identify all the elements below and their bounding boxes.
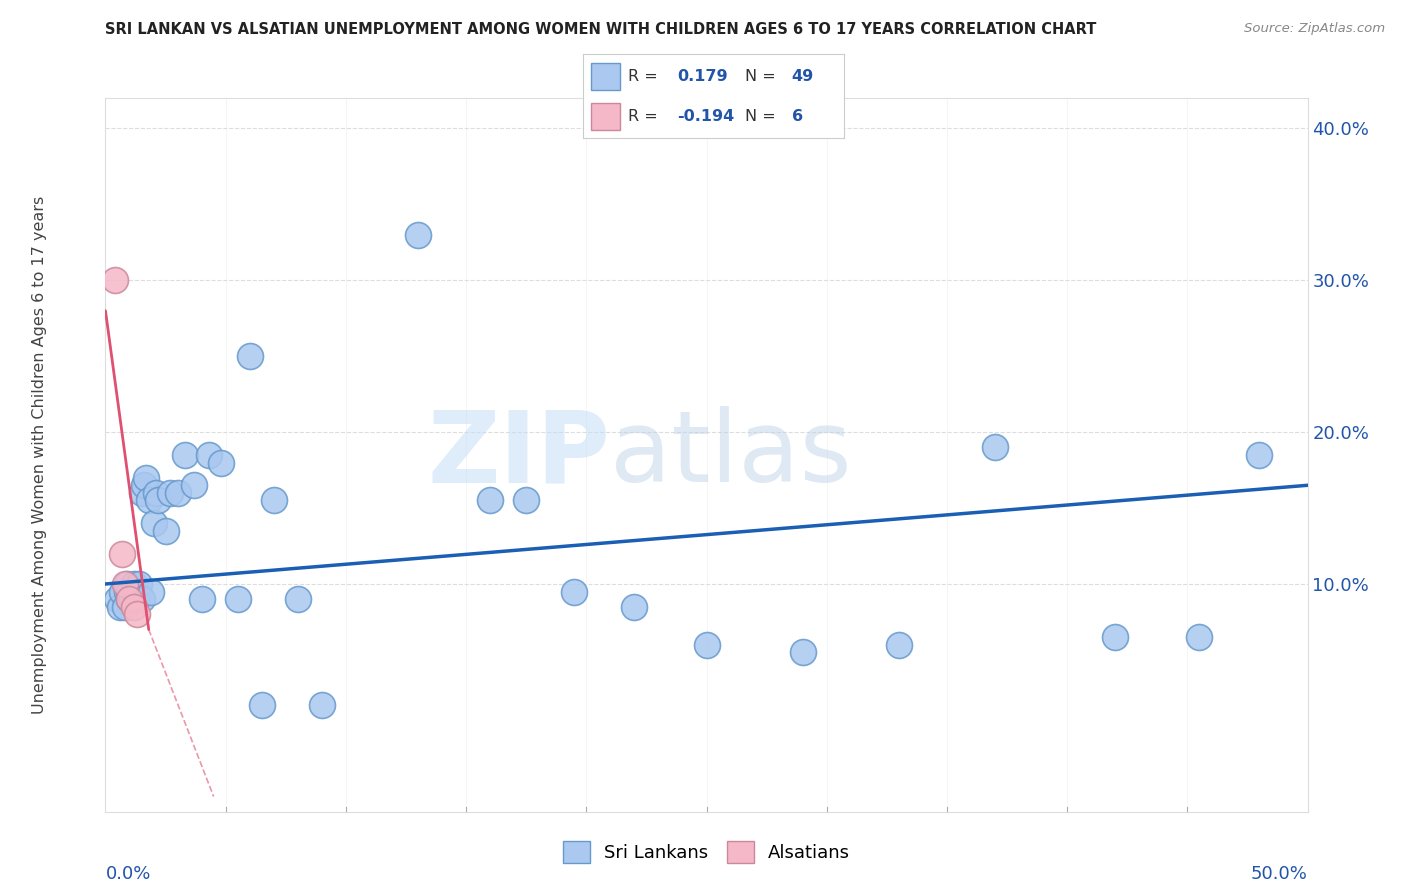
- Point: [107, 592, 129, 607]
- Point: [623, 599, 645, 614]
- Point: [124, 599, 146, 614]
- Text: 6: 6: [792, 109, 803, 124]
- Text: N =: N =: [745, 69, 776, 84]
- Point: [190, 592, 212, 607]
- Point: [125, 592, 148, 607]
- Text: N =: N =: [745, 109, 776, 124]
- Point: [198, 448, 221, 462]
- Text: R =: R =: [627, 69, 658, 84]
- Text: atlas: atlas: [610, 407, 852, 503]
- Point: [118, 592, 141, 607]
- Bar: [592, 103, 620, 130]
- Point: [142, 516, 165, 531]
- Point: [145, 486, 167, 500]
- Text: SRI LANKAN VS ALSATIAN UNEMPLOYMENT AMONG WOMEN WITH CHILDREN AGES 6 TO 17 YEARS: SRI LANKAN VS ALSATIAN UNEMPLOYMENT AMON…: [105, 22, 1097, 37]
- Point: [515, 493, 537, 508]
- Text: Source: ZipAtlas.com: Source: ZipAtlas.com: [1244, 22, 1385, 36]
- Point: [1188, 630, 1211, 644]
- Point: [132, 478, 155, 492]
- Point: [696, 638, 718, 652]
- Point: [406, 227, 429, 242]
- Bar: [592, 62, 620, 90]
- Text: ZIP: ZIP: [427, 407, 610, 503]
- Point: [1104, 630, 1126, 644]
- Text: 0.179: 0.179: [678, 69, 728, 84]
- Text: 50.0%: 50.0%: [1251, 865, 1308, 883]
- Point: [250, 698, 273, 713]
- Point: [155, 524, 177, 538]
- Point: [118, 592, 141, 607]
- Point: [118, 584, 141, 599]
- Point: [1249, 448, 1271, 462]
- Point: [114, 577, 136, 591]
- Point: [183, 478, 205, 492]
- Point: [226, 592, 249, 607]
- Point: [159, 486, 181, 500]
- Text: Unemployment Among Women with Children Ages 6 to 17 years: Unemployment Among Women with Children A…: [32, 196, 46, 714]
- Point: [562, 584, 585, 599]
- Point: [139, 584, 162, 599]
- Point: [121, 592, 143, 607]
- Point: [104, 273, 127, 287]
- Point: [108, 599, 131, 614]
- Point: [115, 577, 138, 591]
- Point: [111, 547, 134, 561]
- Point: [984, 440, 1007, 454]
- Text: R =: R =: [627, 109, 658, 124]
- Point: [124, 584, 146, 599]
- Point: [887, 638, 910, 652]
- Point: [114, 599, 136, 614]
- Point: [263, 493, 285, 508]
- Point: [115, 584, 138, 599]
- Point: [287, 592, 309, 607]
- Legend: Sri Lankans, Alsatians: Sri Lankans, Alsatians: [555, 834, 858, 871]
- Point: [311, 698, 333, 713]
- Point: [125, 584, 148, 599]
- Point: [148, 493, 170, 508]
- Point: [131, 486, 153, 500]
- Point: [111, 584, 134, 599]
- Point: [138, 493, 160, 508]
- Point: [209, 456, 232, 470]
- Text: 49: 49: [792, 69, 814, 84]
- Point: [239, 349, 262, 363]
- Point: [135, 471, 157, 485]
- Text: -0.194: -0.194: [678, 109, 734, 124]
- Point: [128, 577, 150, 591]
- Text: 0.0%: 0.0%: [105, 865, 150, 883]
- Point: [173, 448, 195, 462]
- Point: [479, 493, 502, 508]
- Point: [166, 486, 188, 500]
- Point: [131, 592, 153, 607]
- Point: [792, 645, 814, 659]
- Point: [124, 577, 146, 591]
- Point: [125, 607, 148, 622]
